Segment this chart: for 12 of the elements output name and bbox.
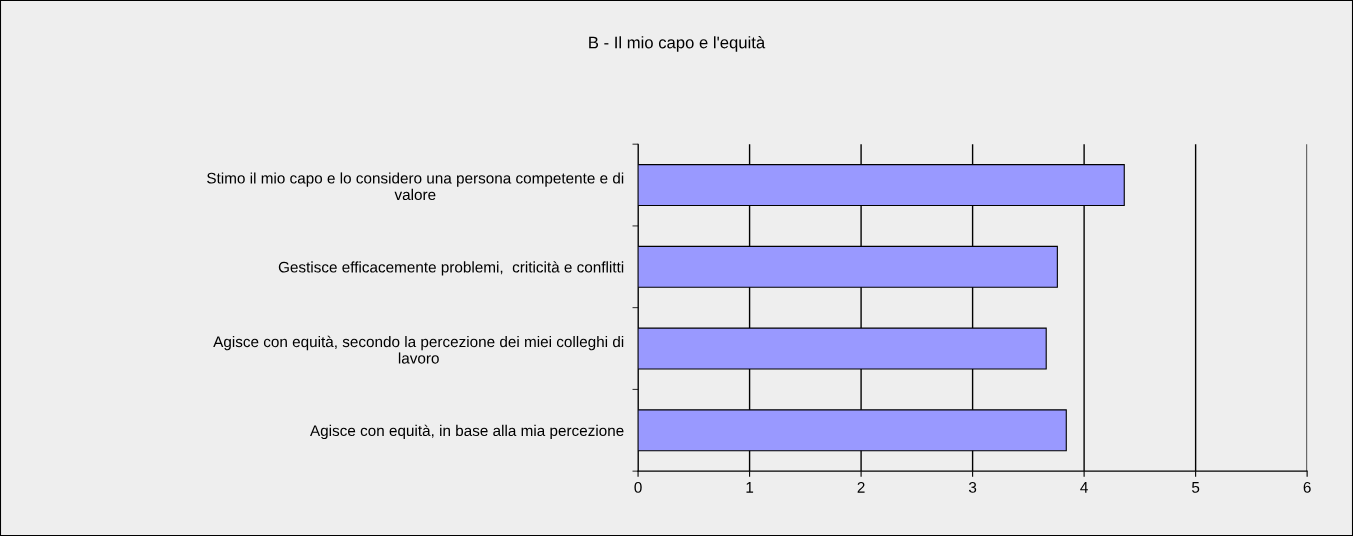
x-tick-label: 0: [634, 481, 642, 493]
y-tick-label: Gestisce efficacemente problemi, criticità e conflitti: [278, 261, 624, 276]
y-tick-label: Agisce con equità, secondo la percezione dei miei colleghi di lavoro: [213, 335, 624, 364]
x-tick-label: 2: [857, 481, 865, 493]
x-tick-label: 1: [746, 482, 754, 493]
x-tick-label: 3: [968, 481, 977, 493]
x-tick-label: 5: [1191, 482, 1200, 493]
y-tick-label: Stimo il mio capo e lo considero una persona competente e di valore: [207, 172, 624, 201]
x-tick-label: 6: [1303, 481, 1311, 493]
chart-title: B - Il mio capo e l'equità: [589, 35, 766, 52]
y-tick-label: Agisce con equità, in base alla mia percezione: [310, 424, 624, 440]
x-tick-label: 4: [1080, 482, 1088, 493]
